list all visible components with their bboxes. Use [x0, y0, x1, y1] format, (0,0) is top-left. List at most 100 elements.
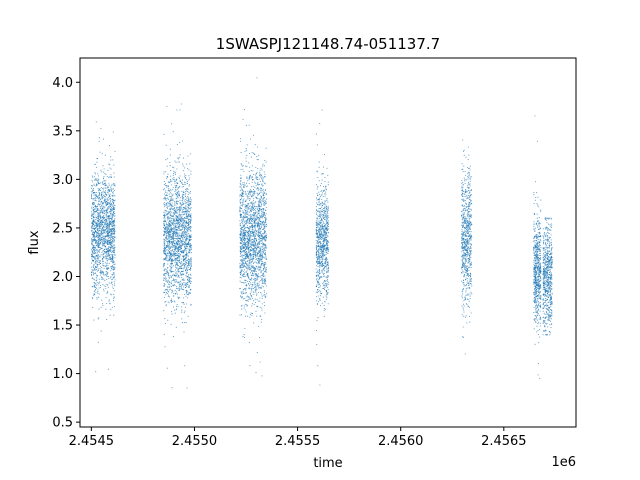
data-point — [254, 290, 256, 292]
data-point — [187, 297, 189, 299]
data-point — [183, 256, 185, 258]
data-point — [174, 248, 176, 250]
data-point — [99, 260, 101, 262]
data-point — [102, 245, 104, 247]
data-point — [111, 306, 113, 308]
data-point — [179, 242, 181, 245]
data-point — [170, 238, 172, 241]
data-point — [181, 251, 183, 253]
data-point — [106, 238, 108, 240]
data-point — [182, 163, 184, 165]
data-point — [187, 222, 189, 224]
data-point — [187, 277, 189, 279]
data-point — [184, 183, 186, 185]
data-point — [189, 190, 192, 192]
data-point — [241, 221, 243, 223]
data-point — [168, 246, 170, 248]
data-point — [185, 286, 187, 289]
data-point — [98, 287, 100, 289]
data-point — [186, 228, 188, 230]
data-point — [176, 228, 178, 230]
data-point — [187, 197, 189, 199]
data-point — [95, 216, 97, 219]
data-point — [107, 212, 109, 214]
data-point — [110, 209, 112, 211]
data-point — [172, 237, 174, 240]
data-point — [110, 232, 112, 234]
data-point — [176, 168, 178, 170]
data-point — [171, 227, 173, 230]
data-point — [92, 209, 94, 212]
data-point — [243, 259, 245, 262]
data-point — [255, 310, 257, 312]
data-point — [164, 253, 166, 255]
data-point — [172, 222, 174, 224]
data-point — [246, 238, 248, 240]
data-point — [190, 258, 192, 260]
data-point — [258, 260, 260, 262]
data-point — [165, 199, 167, 201]
data-point — [98, 212, 100, 214]
data-point — [96, 180, 99, 182]
data-point — [189, 292, 191, 294]
data-point — [181, 279, 183, 281]
data-point — [249, 294, 252, 296]
data-point — [244, 327, 246, 330]
data-point — [183, 230, 185, 232]
data-point — [94, 261, 96, 263]
data-point — [102, 211, 105, 213]
data-point — [244, 226, 246, 228]
data-point — [246, 274, 248, 276]
data-point — [105, 267, 108, 269]
data-point — [188, 202, 190, 204]
data-point — [100, 230, 102, 232]
data-point — [179, 241, 181, 243]
data-point — [102, 138, 104, 140]
data-point — [246, 213, 248, 215]
data-point — [186, 285, 188, 287]
data-point — [181, 318, 183, 320]
data-point — [172, 251, 175, 253]
data-point — [104, 235, 106, 237]
data-point — [261, 191, 263, 193]
data-point — [108, 190, 110, 193]
data-point — [92, 274, 94, 276]
data-point — [105, 225, 107, 227]
data-point — [184, 310, 186, 312]
data-point — [265, 271, 268, 273]
data-point — [190, 265, 192, 267]
data-point — [91, 179, 93, 182]
data-point — [92, 203, 94, 205]
data-point — [163, 173, 165, 175]
data-point — [97, 216, 99, 218]
data-point — [239, 295, 241, 297]
data-point — [110, 254, 112, 256]
data-point — [100, 209, 102, 212]
data-point — [257, 183, 259, 185]
data-point — [183, 231, 185, 233]
data-point — [253, 198, 255, 200]
data-point — [182, 268, 184, 270]
data-point — [96, 216, 98, 219]
data-point — [166, 270, 168, 272]
data-point — [98, 249, 100, 251]
data-point — [105, 255, 107, 257]
data-point — [188, 261, 190, 263]
data-point — [95, 239, 97, 241]
data-point — [114, 204, 116, 206]
data-point — [178, 285, 181, 287]
data-point — [186, 293, 188, 295]
data-point — [177, 243, 179, 245]
data-point — [92, 265, 94, 267]
data-point — [184, 231, 187, 233]
data-point — [92, 298, 94, 300]
data-point — [240, 140, 242, 143]
data-point — [101, 247, 103, 249]
data-point — [104, 237, 106, 239]
data-point — [248, 179, 250, 181]
data-point — [189, 240, 191, 242]
data-point — [250, 312, 252, 314]
data-point — [243, 264, 245, 266]
data-point — [183, 258, 185, 260]
data-point — [190, 234, 192, 236]
